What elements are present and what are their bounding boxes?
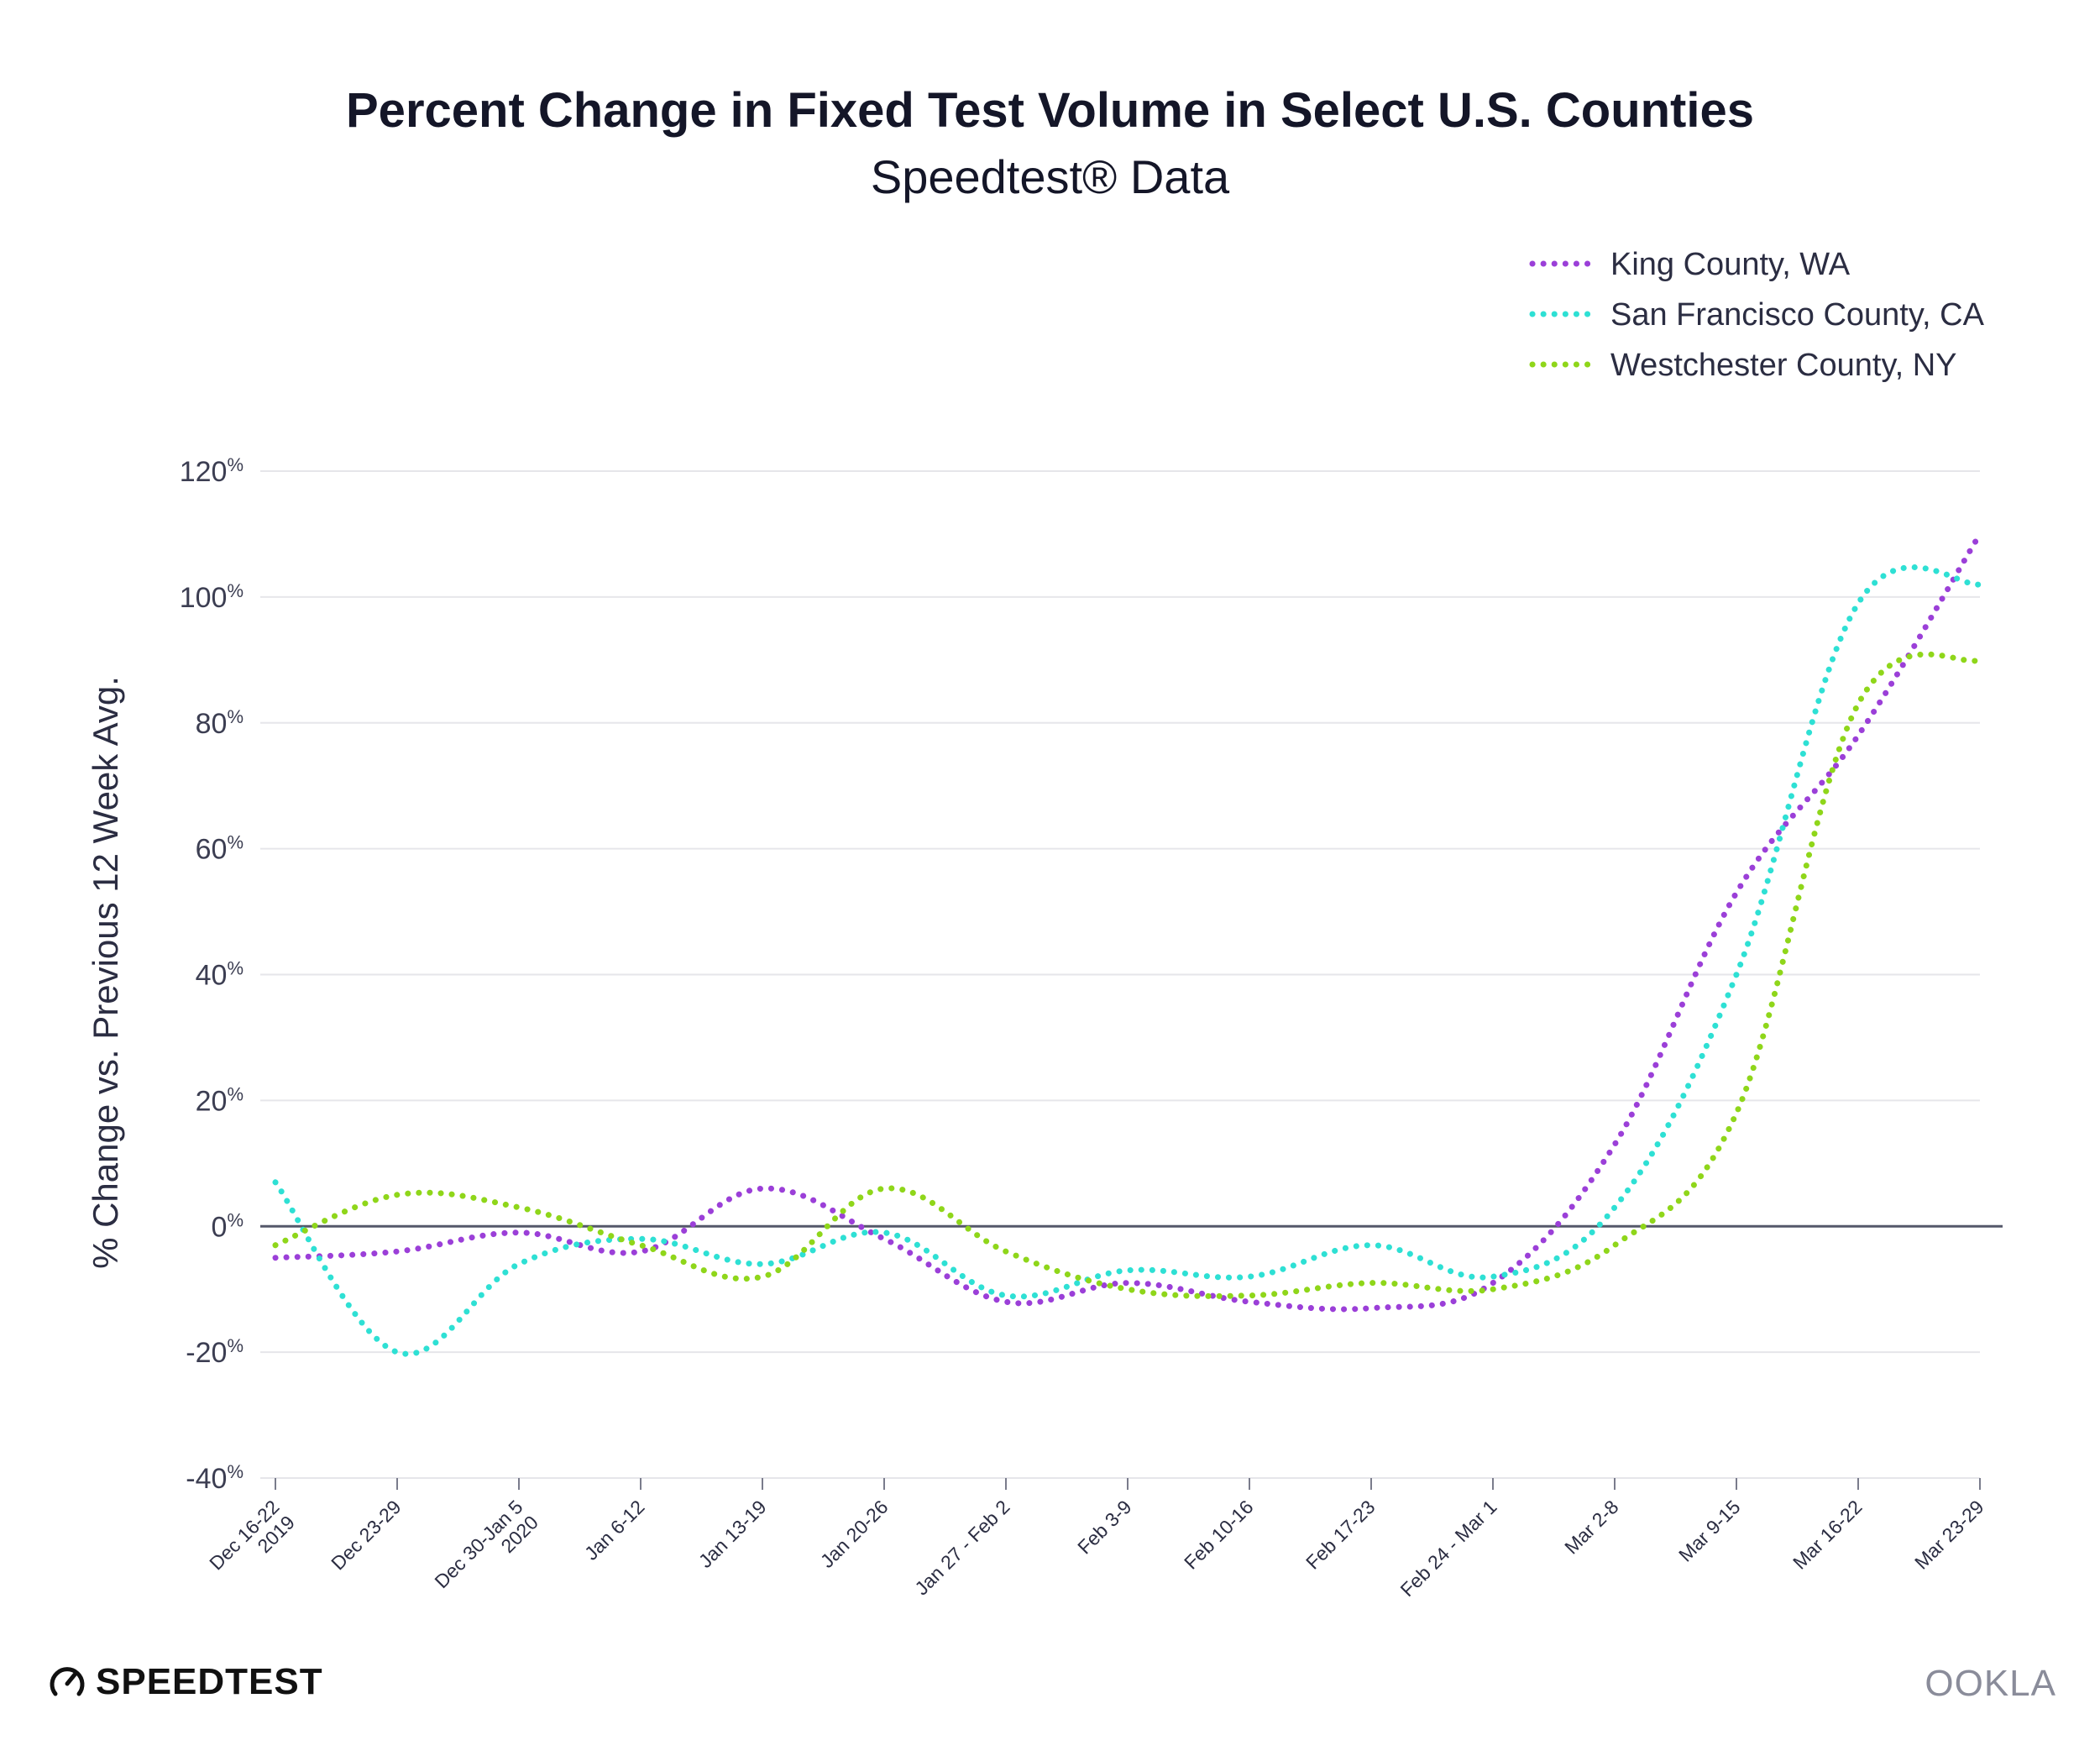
svg-text:Feb 10-16: Feb 10-16 bbox=[1180, 1496, 1258, 1574]
chart-title: Percent Change in Fixed Test Volume in S… bbox=[346, 83, 1754, 138]
svg-text:Jan 13-19: Jan 13-19 bbox=[694, 1496, 771, 1572]
x-tick-label: Mar 23-29 bbox=[1910, 1496, 1988, 1574]
svg-text:Jan 27 - Feb 2: Jan 27 - Feb 2 bbox=[910, 1496, 1013, 1599]
series-line-0 bbox=[272, 531, 1983, 1313]
x-tick-label: Feb 10-16 bbox=[1180, 1496, 1258, 1574]
svg-text:Dec 23-29: Dec 23-29 bbox=[327, 1496, 405, 1574]
series-line-2 bbox=[272, 651, 1983, 1299]
svg-text:Feb 3-9: Feb 3-9 bbox=[1073, 1496, 1135, 1558]
legend: King County, WA San Francisco County, CA W… bbox=[1529, 247, 1985, 383]
speedtest-logo: SPEEDTEST bbox=[49, 1661, 323, 1703]
y-tick-label: -20% bbox=[186, 1335, 244, 1369]
y-axis-label: % Change vs. Previous 12 Week Avg. bbox=[86, 676, 125, 1269]
legend-label: San Francisco County, CA bbox=[1610, 297, 1985, 333]
series-lines bbox=[272, 531, 1983, 1357]
y-tick-label: 120% bbox=[180, 454, 244, 488]
x-tick-label: Feb 3-9 bbox=[1073, 1496, 1135, 1558]
x-tick-label: Mar 9-15 bbox=[1674, 1496, 1744, 1565]
x-tick-label: Jan 27 - Feb 2 bbox=[910, 1496, 1013, 1599]
svg-text:Feb 17-23: Feb 17-23 bbox=[1301, 1496, 1380, 1574]
y-tick-label: 60% bbox=[196, 832, 244, 866]
svg-text:Mar 9-15: Mar 9-15 bbox=[1674, 1496, 1744, 1565]
x-tick-label: Jan 6-12 bbox=[580, 1496, 649, 1565]
svg-text:Jan 6-12: Jan 6-12 bbox=[580, 1496, 649, 1565]
x-tick-label: Jan 13-19 bbox=[694, 1496, 771, 1572]
speedtest-wordmark: SPEEDTEST bbox=[96, 1661, 323, 1702]
x-tick-label: Dec 23-29 bbox=[327, 1496, 405, 1574]
x-tick-label: Feb 24 - Mar 1 bbox=[1396, 1496, 1500, 1601]
gridlines bbox=[260, 470, 2003, 1479]
x-tick-label: Jan 20-26 bbox=[816, 1496, 893, 1572]
y-tick-label: 40% bbox=[196, 958, 244, 992]
y-tick-label: 20% bbox=[196, 1083, 244, 1117]
svg-text:Mar 16-22: Mar 16-22 bbox=[1788, 1496, 1867, 1574]
y-tick-label: 100% bbox=[180, 580, 244, 614]
y-tick-label: -40% bbox=[186, 1461, 244, 1495]
svg-text:Jan 20-26: Jan 20-26 bbox=[816, 1496, 893, 1572]
series-line-1 bbox=[272, 564, 1983, 1357]
y-tick-label: 80% bbox=[196, 706, 244, 740]
svg-text:Mar 2-8: Mar 2-8 bbox=[1560, 1496, 1622, 1558]
x-tick-label: Feb 17-23 bbox=[1301, 1496, 1380, 1574]
speedometer-gauge-icon bbox=[50, 1667, 85, 1696]
svg-text:Feb 24 - Mar 1: Feb 24 - Mar 1 bbox=[1396, 1496, 1500, 1601]
y-axis-ticks: -40% -20% 0% 20% 40% 60% 80% 100% 120% bbox=[180, 454, 244, 1495]
x-tick-label: Mar 2-8 bbox=[1560, 1496, 1622, 1558]
legend-label: Westchester County, NY bbox=[1610, 348, 1957, 383]
chart-subtitle: Speedtest® Data bbox=[870, 150, 1230, 203]
ookla-logo: OOKLA bbox=[1925, 1663, 2056, 1704]
x-tick-label: Mar 16-22 bbox=[1788, 1496, 1867, 1574]
y-tick-label: 0% bbox=[212, 1209, 244, 1243]
svg-text:Mar 23-29: Mar 23-29 bbox=[1910, 1496, 1988, 1574]
legend-label: King County, WA bbox=[1610, 247, 1851, 282]
